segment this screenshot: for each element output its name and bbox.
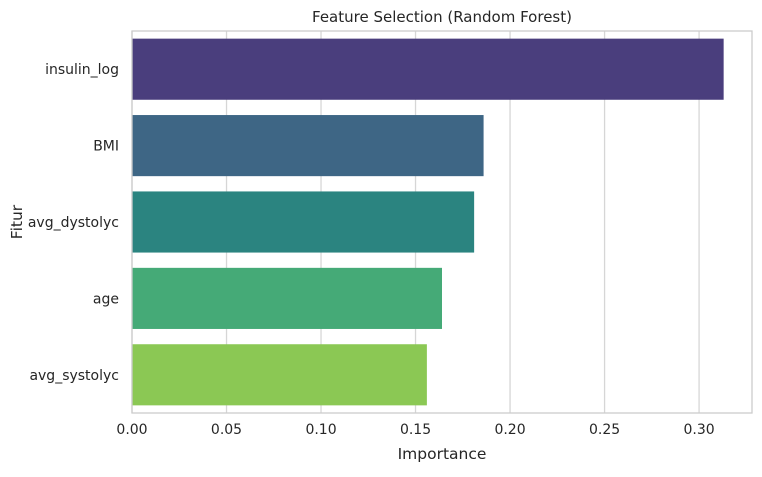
plot-frame (131, 30, 753, 414)
bars: insulin_log: 0.313 BMI: 0.186 avg_dystolyc… (132, 38, 724, 406)
plot-border (131, 30, 753, 414)
x-tick-label-3: 0.15 (400, 422, 431, 438)
x-tick-label-1: 0.05 (211, 422, 242, 438)
bar-bmi: BMI: 0.186 (132, 115, 484, 177)
x-tick-label-6: 0.30 (683, 422, 714, 438)
y-tick-label-insulin-log: insulin_log (45, 62, 119, 78)
x-tick-label-4: 0.20 (494, 422, 525, 438)
y-tick-label-age: age (93, 291, 119, 307)
bar-avg-systolyc: avg_systolyc: 0.156 (132, 344, 427, 406)
x-tick-label-2: 0.10 (305, 422, 336, 438)
y-tick-label-bmi: BMI (93, 139, 119, 155)
bar-insulin-log: insulin_log: 0.313 (132, 38, 724, 100)
bar-age: age: 0.164 (132, 267, 442, 329)
x-tick-labels: 0.00 0.05 0.10 0.15 0.20 0.25 0.30 (116, 422, 714, 438)
y-tick-label-avg-systolyc: avg_systolyc (29, 368, 119, 384)
chart-title: Feature Selection (Random Forest) (312, 8, 572, 26)
x-tick-label-0: 0.00 (116, 422, 147, 438)
x-axis-title: Importance (398, 445, 487, 463)
y-axis-title: Fitur (8, 204, 26, 239)
y-tick-label-avg-dystolyc: avg_dystolyc (28, 215, 119, 231)
x-tick-label-5: 0.25 (589, 422, 620, 438)
bar-avg-dystolyc: avg_dystolyc: 0.181 (132, 191, 475, 253)
